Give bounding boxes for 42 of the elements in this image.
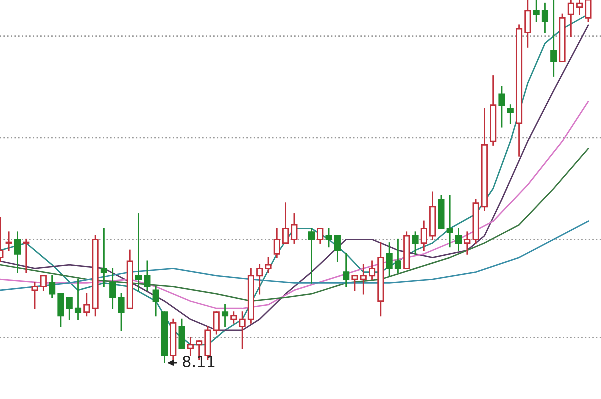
candlestick [542,2,549,34]
candlestick [144,260,151,292]
candlestick [343,253,350,288]
candlestick [110,268,116,310]
candlestick [568,0,574,38]
candlestick [49,275,56,298]
candlestick [516,24,523,157]
candlestick [446,195,454,248]
candlestick [152,286,160,317]
candlestick [230,312,238,324]
candlestick [394,238,402,274]
annotation: 8.11 [183,356,215,368]
candlestick [524,0,532,48]
candlestick [576,0,584,16]
candlestick [533,0,540,22]
candlestick [455,228,462,252]
candlestick [550,0,558,77]
candlestick [420,220,428,252]
candlestick [464,232,471,255]
candlestick [490,76,497,146]
candlestick [222,304,229,328]
candlestick [6,232,12,252]
candlestick [187,336,194,357]
candlestick [136,214,142,292]
candlestick [100,228,108,288]
candlestick [507,104,514,124]
candlestick [84,293,90,317]
candlestick [23,238,30,274]
candlestick [368,260,376,280]
candlestick [74,278,82,320]
candlestick [378,242,384,317]
candlestick [360,264,367,295]
candlestick [386,242,393,277]
candlestick [481,108,488,212]
candlestick [170,318,177,360]
candlestick [14,232,22,274]
candlestick [308,228,316,284]
candlestick [248,268,254,324]
candlestick [256,264,264,295]
candlestick [274,228,280,258]
candlestick [430,192,436,240]
candlestick [239,312,246,350]
